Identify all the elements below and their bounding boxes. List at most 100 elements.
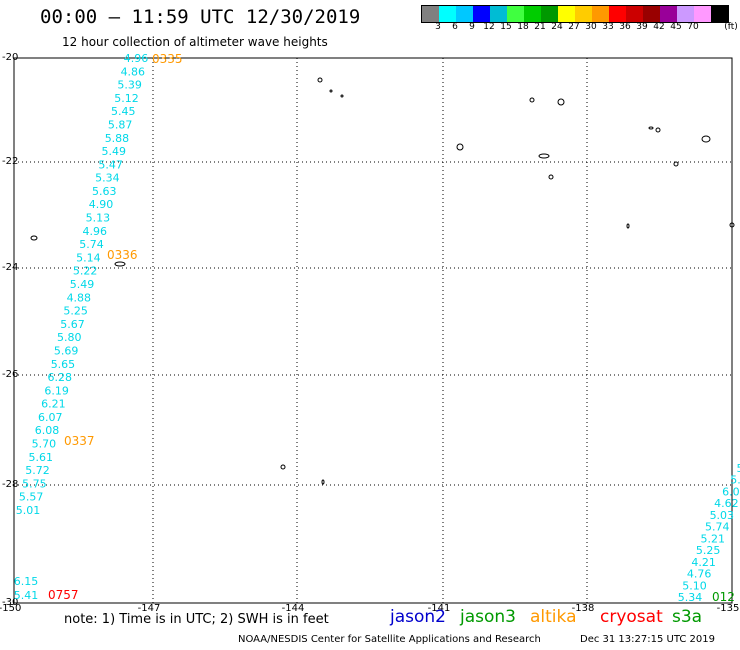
- lon-tick-label: -147: [138, 603, 161, 614]
- wave-height-label: 5.70: [32, 438, 57, 451]
- wave-height-label: 4.86: [121, 65, 146, 78]
- scale-label: 6: [452, 22, 458, 32]
- scale-swatch: [575, 6, 592, 22]
- wave-height-label: 6.07: [38, 411, 63, 424]
- footer-note: note: 1) Time is in UTC; 2) SWH is in fe…: [64, 612, 329, 627]
- color-scale-labels: 3 6 9 12 15 18 21 24 27 30 33 36 39 42 45 70 (ft): [421, 22, 740, 34]
- island-outline: [321, 479, 325, 485]
- lon-tick-label: -135: [717, 603, 740, 614]
- wave-height-label: 4.76: [687, 568, 712, 581]
- wave-height-label: 5.61: [28, 451, 53, 464]
- island-outline: [648, 126, 654, 130]
- satellite-legend-jason2: jason2: [390, 607, 446, 627]
- scale-swatch: [660, 6, 677, 22]
- island-outline: [456, 143, 464, 151]
- wave-height-label: 5.72: [25, 464, 50, 477]
- scale-swatch: [558, 6, 575, 22]
- wave-height-label: 4.96: [124, 52, 149, 65]
- scale-label: 21: [534, 22, 546, 32]
- scale-swatch: [541, 6, 558, 22]
- lat-tick-label: -20: [2, 52, 18, 63]
- wave-height-label: 5.87: [108, 118, 133, 131]
- scale-label: 33: [602, 22, 614, 32]
- wave-height-label: 5.12: [114, 92, 139, 105]
- wave-height-label: 5.47: [98, 158, 123, 171]
- wave-height-label: 5.75: [22, 477, 47, 490]
- color-scale: [421, 5, 729, 23]
- wave-height-label: 5.25: [63, 305, 88, 318]
- scale-label: 27: [568, 22, 580, 32]
- island-outline: [557, 98, 565, 106]
- wave-height-label: 5.67: [60, 318, 85, 331]
- lat-tick-label: -22: [2, 156, 18, 167]
- wave-height-label: 5.74: [705, 521, 730, 534]
- island-outline: [30, 235, 38, 241]
- pass-time-label: 012: [712, 590, 735, 604]
- wave-height-label: 5.80: [57, 331, 82, 344]
- island-outline: [317, 77, 323, 83]
- map-frame: [13, 57, 733, 604]
- wave-height-label: 6.21: [41, 398, 66, 411]
- wave-height-label: 4.62: [714, 497, 739, 510]
- scale-swatch: [626, 6, 643, 22]
- wave-height-label: 5.03: [710, 509, 735, 522]
- scale-swatch: [609, 6, 626, 22]
- page-subtitle: 12 hour collection of altimeter wave hei…: [62, 35, 328, 49]
- pass-time-label: 0336: [107, 248, 138, 262]
- lat-tick-label: -24: [2, 262, 18, 273]
- island-outline: [655, 127, 661, 133]
- scale-swatch: [507, 6, 524, 22]
- scale-swatch: [643, 6, 660, 22]
- scale-swatch: [677, 6, 694, 22]
- satellite-legend-jason3: jason3: [460, 607, 516, 627]
- satellite-legend-cryosat: cryosat: [600, 607, 663, 627]
- scale-label: 39: [636, 22, 648, 32]
- scale-label: 3: [435, 22, 441, 32]
- wave-height-label: 5.21: [700, 532, 725, 545]
- island-outline: [548, 174, 554, 180]
- scale-label: 30: [585, 22, 597, 32]
- scale-label: 24: [551, 22, 563, 32]
- island-outline: [626, 223, 630, 229]
- wave-height-label: 5.88: [105, 132, 130, 145]
- wave-height-label: 5.65: [51, 358, 76, 371]
- satellite-legend-s3a: s3a: [672, 607, 703, 627]
- island-outline: [729, 222, 735, 228]
- island-outline: [114, 261, 126, 267]
- wave-height-label: 6.0: [722, 485, 740, 498]
- scale-unit: (ft): [724, 22, 738, 32]
- scale-swatch: [422, 6, 439, 22]
- wave-height-label: 5.34: [678, 591, 703, 604]
- scale-swatch: [592, 6, 609, 22]
- island-outline: [673, 161, 679, 167]
- lon-tick-label: -150: [0, 603, 21, 614]
- wave-height-label: 5.41: [14, 589, 39, 602]
- scale-swatch: [711, 6, 728, 22]
- scale-label: 9: [469, 22, 475, 32]
- lat-tick-label: -28: [2, 479, 18, 490]
- page-title: 00:00 – 11:59 UTC 12/30/2019: [40, 6, 361, 28]
- lon-tick-label: -141: [428, 603, 451, 614]
- satellite-legend-altika: altika: [530, 607, 577, 627]
- island-outline: [340, 94, 344, 98]
- wave-height-label: 4.88: [67, 291, 92, 304]
- scale-swatch: [490, 6, 507, 22]
- wave-height-label: 5: [737, 462, 740, 475]
- wave-height-label: 6.19: [44, 384, 69, 397]
- wave-height-label: 5.69: [54, 344, 79, 357]
- pass-time-label: 0335: [152, 52, 183, 66]
- scale-label: 42: [653, 22, 665, 32]
- wave-height-label: 5.22: [73, 265, 98, 278]
- wave-height-label: 4.21: [691, 556, 716, 569]
- scale-label: 36: [619, 22, 631, 32]
- scale-swatch: [473, 6, 490, 22]
- wave-height-label: 5.13: [86, 212, 111, 225]
- wave-height-label: 4.90: [89, 198, 114, 211]
- lon-tick-label: -144: [282, 603, 305, 614]
- wave-height-label: 5.01: [16, 504, 41, 517]
- wave-height-label: 5.49: [70, 278, 95, 291]
- pass-time-label: 0337: [64, 434, 95, 448]
- lat-tick-label: -30: [2, 597, 18, 608]
- island-outline: [529, 97, 535, 103]
